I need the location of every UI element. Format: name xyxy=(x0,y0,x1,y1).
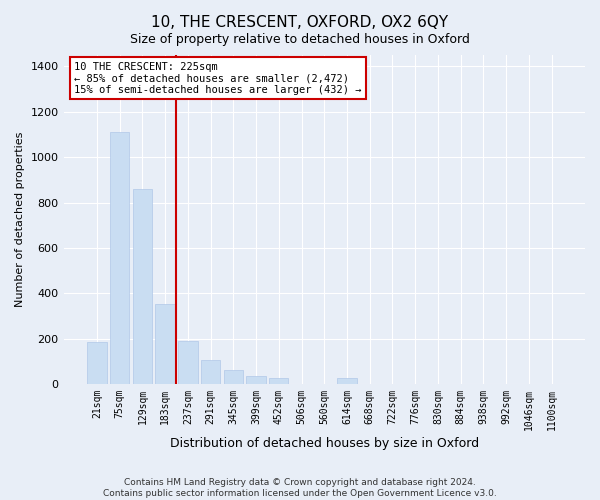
Text: Size of property relative to detached houses in Oxford: Size of property relative to detached ho… xyxy=(130,32,470,46)
Bar xyxy=(87,342,107,384)
Y-axis label: Number of detached properties: Number of detached properties xyxy=(15,132,25,307)
Bar xyxy=(224,370,243,384)
Bar xyxy=(269,378,289,384)
Text: 10 THE CRESCENT: 225sqm
← 85% of detached houses are smaller (2,472)
15% of semi: 10 THE CRESCENT: 225sqm ← 85% of detache… xyxy=(74,62,361,95)
Bar xyxy=(110,132,130,384)
Bar xyxy=(155,304,175,384)
Bar xyxy=(133,189,152,384)
X-axis label: Distribution of detached houses by size in Oxford: Distribution of detached houses by size … xyxy=(170,437,479,450)
Text: Contains HM Land Registry data © Crown copyright and database right 2024.
Contai: Contains HM Land Registry data © Crown c… xyxy=(103,478,497,498)
Bar xyxy=(247,376,266,384)
Bar xyxy=(201,360,220,384)
Text: 10, THE CRESCENT, OXFORD, OX2 6QY: 10, THE CRESCENT, OXFORD, OX2 6QY xyxy=(151,15,449,30)
Bar xyxy=(337,378,356,384)
Bar xyxy=(178,341,197,384)
